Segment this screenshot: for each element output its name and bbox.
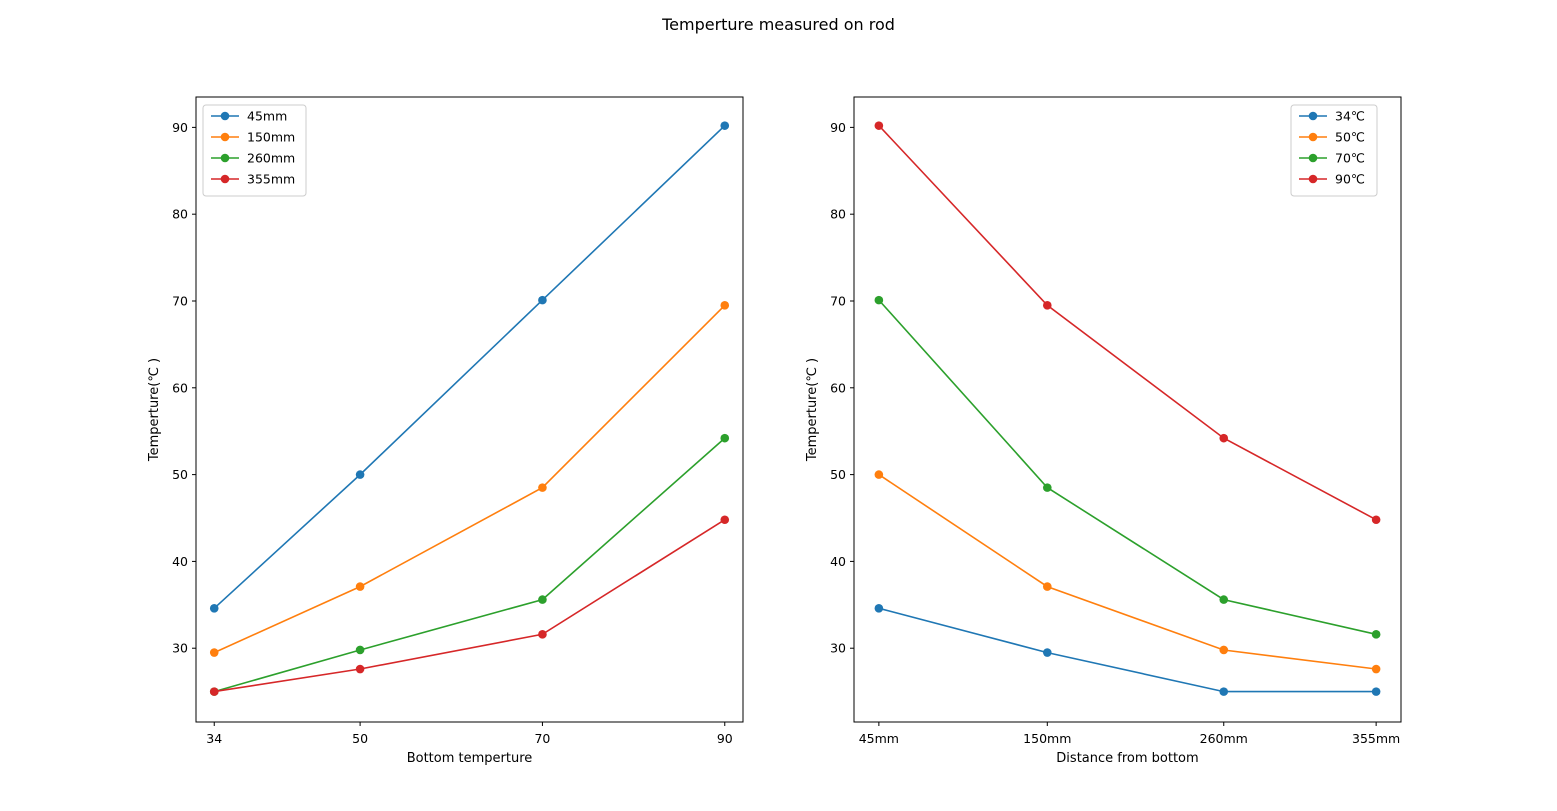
data-point-355mm: [538, 630, 547, 639]
legend-swatch-marker: [220, 111, 230, 121]
y-tick-label: 90: [172, 120, 188, 135]
data-point-355mm: [355, 664, 365, 674]
data-point-70: [1219, 595, 1229, 604]
series-line-260mm: [213, 437, 726, 693]
plot-area-frame: [195, 96, 744, 723]
y-tick-label: 70: [830, 293, 846, 308]
series-line-34: [878, 607, 1377, 693]
data-point-90: [874, 121, 884, 130]
x-axis-label: Bottom temperture: [407, 751, 533, 766]
data-point-90: [1371, 515, 1381, 525]
data-point-355mm: [720, 515, 730, 525]
legend-label-34: 34℃: [1335, 109, 1365, 124]
x-tick-label: 260mm: [1200, 731, 1248, 746]
data-point-355mm: [209, 687, 219, 696]
y-tick-label: 60: [172, 380, 188, 395]
legend-label-70: 70℃: [1335, 151, 1365, 166]
series-line-355mm: [214, 519, 726, 693]
data-point-45mm: [538, 295, 547, 305]
x-tick-label: 45mm: [859, 731, 899, 746]
data-point-260mm: [355, 645, 365, 655]
data-point-70: [1371, 630, 1381, 639]
legend-label-355mm: 355mm: [247, 172, 295, 187]
data-point-50: [1219, 645, 1229, 655]
plot-area-frame: [853, 96, 1402, 723]
data-point-150mm: [720, 301, 730, 310]
legend-label-150mm: 150mm: [247, 130, 295, 145]
y-tick-label: 80: [830, 207, 846, 222]
legend-label-45mm: 45mm: [247, 109, 287, 124]
y-axis-label: Temperture(℃ ): [147, 358, 162, 462]
data-point-34: [1219, 687, 1229, 696]
data-point-45mm: [209, 603, 219, 613]
data-point-70: [1042, 483, 1052, 492]
y-tick-label: 30: [830, 641, 846, 656]
x-tick-label: 150mm: [1023, 731, 1071, 746]
data-point-90: [1219, 433, 1229, 443]
legend-swatch-marker: [220, 153, 230, 163]
legend-swatch-marker: [220, 132, 230, 142]
series-line-70: [878, 299, 1377, 636]
series-line-150mm: [213, 304, 726, 654]
data-point-260mm: [720, 433, 730, 443]
figure-title: Temperture measured on rod: [661, 15, 895, 34]
data-point-150mm: [538, 483, 547, 492]
data-point-50: [874, 470, 884, 479]
data-point-50: [1371, 664, 1381, 674]
legend-swatch-marker: [1308, 132, 1318, 142]
legend: 34℃ 50℃ 70℃ 90℃: [1290, 104, 1378, 197]
data-point-70: [874, 295, 884, 305]
x-tick-label: 34: [206, 731, 222, 746]
legend-frame: [202, 104, 307, 197]
y-tick-label: 50: [830, 467, 846, 482]
y-tick-label: 40: [830, 554, 846, 569]
data-point-34: [874, 603, 884, 613]
data-point-50: [1042, 582, 1052, 591]
legend: 45mm 150mm 260mm 355mm: [202, 104, 307, 197]
y-tick-label: 60: [830, 380, 846, 395]
x-axis-label: Distance from bottom: [1056, 751, 1198, 766]
x-tick-label: 70: [534, 731, 550, 746]
data-point-150mm: [355, 582, 365, 591]
x-tick-label: 90: [717, 731, 733, 746]
chart-bottom-temperature: 30 40 50 60 70 80 90 34 50 70 90 Bottom temperture T…: [147, 96, 744, 766]
series-line-45mm: [213, 125, 726, 609]
data-point-260mm: [538, 595, 547, 604]
data-point-34: [1042, 648, 1052, 657]
chart-distance-from-bottom: 30 40 50 60 70 80 90 45mm 150mm 260mm 355mm Distanc…: [805, 96, 1402, 766]
data-point-45mm: [720, 121, 730, 130]
y-tick-label: 90: [830, 120, 846, 135]
y-tick-label: 40: [172, 554, 188, 569]
legend-swatch-marker: [220, 174, 230, 184]
legend-label-260mm: 260mm: [247, 151, 295, 166]
y-axis-label: Temperture(℃ ): [805, 358, 820, 462]
x-tick-label: 50: [352, 731, 368, 746]
series-line-50: [878, 473, 1377, 670]
legend-swatch-marker: [1308, 153, 1318, 163]
legend-swatch-marker: [1308, 111, 1318, 121]
y-tick-label: 70: [172, 293, 188, 308]
series-line-90: [878, 125, 1377, 521]
y-tick-label: 80: [172, 207, 188, 222]
legend-label-90: 90℃: [1335, 172, 1365, 187]
data-point-34: [1371, 687, 1381, 696]
legend-swatch-marker: [1308, 174, 1318, 184]
x-tick-label: 355mm: [1352, 731, 1400, 746]
data-point-90: [1042, 301, 1052, 310]
legend-label-50: 50℃: [1335, 130, 1365, 145]
legend-frame: [1290, 104, 1378, 197]
y-tick-label: 30: [172, 641, 188, 656]
data-point-150mm: [209, 648, 219, 657]
y-tick-label: 50: [172, 467, 188, 482]
data-point-45mm: [355, 470, 365, 479]
